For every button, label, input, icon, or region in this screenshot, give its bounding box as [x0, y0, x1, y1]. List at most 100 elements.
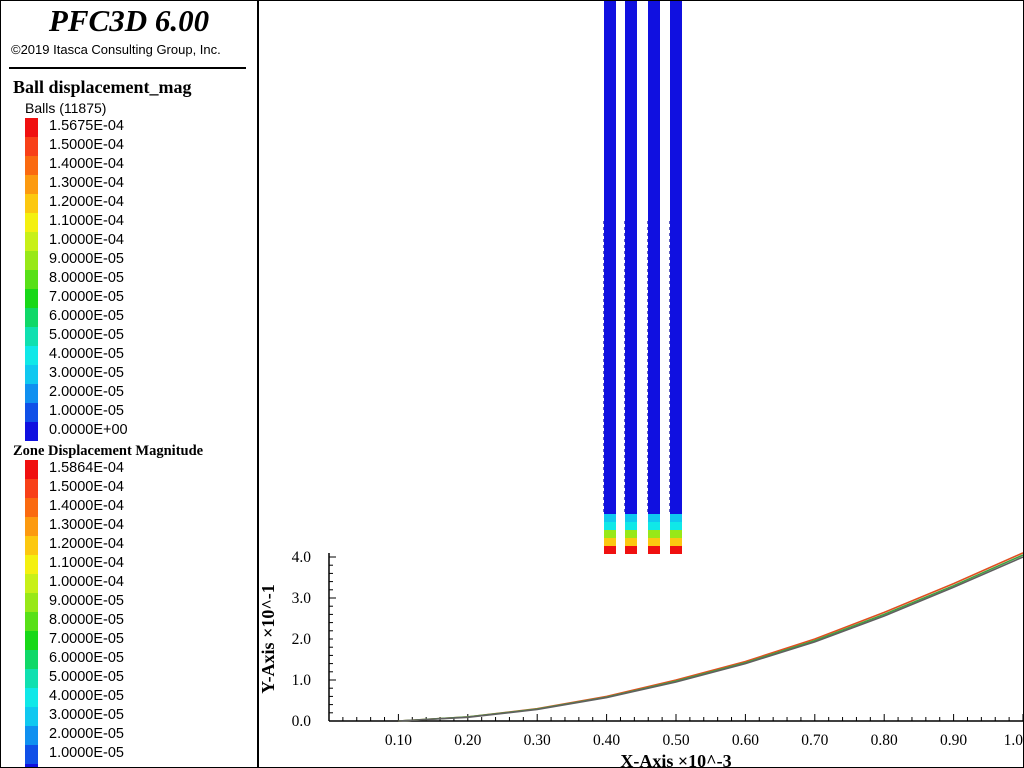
ball-column-edge-dot — [647, 497, 648, 500]
ball-column-edge-dot — [624, 461, 625, 464]
ball-column-edge-dot — [603, 245, 604, 248]
y-axis-title: Y-Axis ×10^-1 — [259, 584, 278, 694]
ball-scale-swatch — [25, 251, 38, 270]
ball-column-edge-dot — [669, 263, 670, 266]
ball-column-edge-dot — [647, 287, 648, 290]
zone-scale-swatch — [25, 460, 38, 479]
ball-column-edge-dot — [624, 455, 625, 458]
ball-column-edge-dot — [669, 329, 670, 332]
ball-column-edge-dot — [647, 395, 648, 398]
zone-scale-label: 1.5000E-04 — [49, 479, 124, 495]
ball-scale-label: 1.5000E-04 — [49, 137, 124, 153]
ball-column-edge-dot — [669, 299, 670, 302]
ball-column-edge-dot — [647, 341, 648, 344]
ball-column-edge-dot — [603, 293, 604, 296]
ball-column-edge-dot — [603, 275, 604, 278]
ball-column-edge-dot — [669, 473, 670, 476]
ball-column-edge-dot — [647, 509, 648, 512]
series-line — [398, 552, 1023, 722]
zone-scale-label: 4.0000E-05 — [49, 688, 124, 704]
ball-column-edge-dot — [603, 413, 604, 416]
ball-column-edge-dot — [624, 275, 625, 278]
ball-column-edge-dot — [624, 227, 625, 230]
ball-column-edge-dot — [647, 275, 648, 278]
ball-column-edge-dot — [603, 443, 604, 446]
ball-column-edge-dot — [603, 263, 604, 266]
ball-column-edge-dot — [603, 473, 604, 476]
ball-column-gradient-band — [604, 546, 616, 554]
y-tick-label: 2.0 — [292, 631, 312, 648]
ball-column-gradient-band — [648, 530, 660, 538]
ball-scale-label: 1.0000E-04 — [49, 232, 124, 248]
ball-column-edge-dot — [624, 263, 625, 266]
ball-column-edge-dot — [647, 233, 648, 236]
ball-column-edge-dot — [624, 299, 625, 302]
ball-column-edge-dot — [603, 467, 604, 470]
model-view-canvas: 0.0 1.0 2.0 3.0 4.0 0.10 0.20 0.30 0.40 0.50 0.60 0… — [259, 1, 1023, 767]
ball-column-edge-dot — [669, 455, 670, 458]
ball-column-edge-dot — [624, 281, 625, 284]
ball-column-edge-dot — [669, 245, 670, 248]
ball-column-edge-dot — [647, 311, 648, 314]
ball-column-gradient-band — [625, 522, 637, 530]
ball-column-gradient-band — [670, 514, 682, 522]
ball-column-edge-dot — [647, 491, 648, 494]
ball-column-edge-dot — [669, 377, 670, 380]
y-tick-label: 0.0 — [292, 713, 312, 730]
ball-column-edge-dot — [624, 317, 625, 320]
zone-scale-label: 1.3000E-04 — [49, 517, 124, 533]
ball-column-edge-dot — [647, 425, 648, 428]
ball-scale-label: 1.4000E-04 — [49, 156, 124, 172]
ball-column-edge-dot — [624, 413, 625, 416]
ball-column-edge-dot — [603, 449, 604, 452]
ball-column-edge-dot — [669, 431, 670, 434]
ball-column-edge-dot — [669, 269, 670, 272]
ball-scale-label: 5.0000E-05 — [49, 327, 124, 343]
zone-scale-swatch — [25, 612, 38, 631]
ball-column-edge-dot — [624, 497, 625, 500]
x-tick-label: 0.90 — [940, 732, 967, 749]
zone-scale-label: 3.0000E-05 — [49, 707, 124, 723]
ball-column-edge-dot — [669, 497, 670, 500]
ball-column-edge-dot — [603, 221, 604, 224]
ball-column-edge-dot — [647, 383, 648, 386]
x-tick-label: 0.70 — [801, 732, 828, 749]
ball-column-edge-dot — [669, 347, 670, 350]
ball-column-gradient-band — [625, 538, 637, 546]
ball-column-edge-dot — [603, 311, 604, 314]
model-viewport[interactable]: 0.0 1.0 2.0 3.0 4.0 0.10 0.20 0.30 0.40 0.50 0.60 0… — [259, 1, 1023, 767]
copyright-text: ©2019 Itasca Consulting Group, Inc. — [11, 42, 221, 57]
ball-scale-label: 9.0000E-05 — [49, 251, 124, 267]
y-tick-label: 1.0 — [292, 672, 312, 689]
ball-column-edge-dot — [624, 419, 625, 422]
x-tick-label: 0.60 — [732, 732, 759, 749]
ball-column-edge-dot — [669, 359, 670, 362]
history-chart: 0.0 1.0 2.0 3.0 4.0 0.10 0.20 0.30 0.40 0.50 0.60 0… — [259, 549, 1023, 767]
y-tick-label: 4.0 — [292, 549, 312, 566]
ball-column-edge-dot — [669, 353, 670, 356]
ball-column-edge-dot — [669, 251, 670, 254]
ball-column-gradient-band — [625, 530, 637, 538]
y-tick-label: 3.0 — [292, 590, 312, 607]
ball-scale-label: 6.0000E-05 — [49, 308, 124, 324]
ball-column-edge-dot — [669, 239, 670, 242]
zone-scale-swatch — [25, 745, 38, 764]
ball-column-edge-dot — [669, 293, 670, 296]
ball-column-edge-dot — [603, 365, 604, 368]
ball-scale-swatch — [25, 270, 38, 289]
ball-column-edge-dot — [669, 287, 670, 290]
ball-column-edge-dot — [669, 467, 670, 470]
ball-column-edge-dot — [603, 425, 604, 428]
zone-scale-label: 5.0000E-05 — [49, 669, 124, 685]
ball-column-edge-dot — [603, 329, 604, 332]
zone-scale-label: 1.5864E-04 — [49, 460, 124, 476]
ball-column-gradient-band — [648, 522, 660, 530]
ball-legend-subtitle: Balls (11875) — [25, 100, 107, 116]
ball-column-edge-dot — [603, 407, 604, 410]
zone-scale-label: 9.0000E-05 — [49, 593, 124, 609]
zone-scale-label: 8.0000E-05 — [49, 612, 124, 628]
ball-scale-label: 1.3000E-04 — [49, 175, 124, 191]
zone-scale-label: 7.0000E-05 — [49, 631, 124, 647]
ball-column-edge-dot — [669, 335, 670, 338]
ball-column-edge-dot — [624, 485, 625, 488]
